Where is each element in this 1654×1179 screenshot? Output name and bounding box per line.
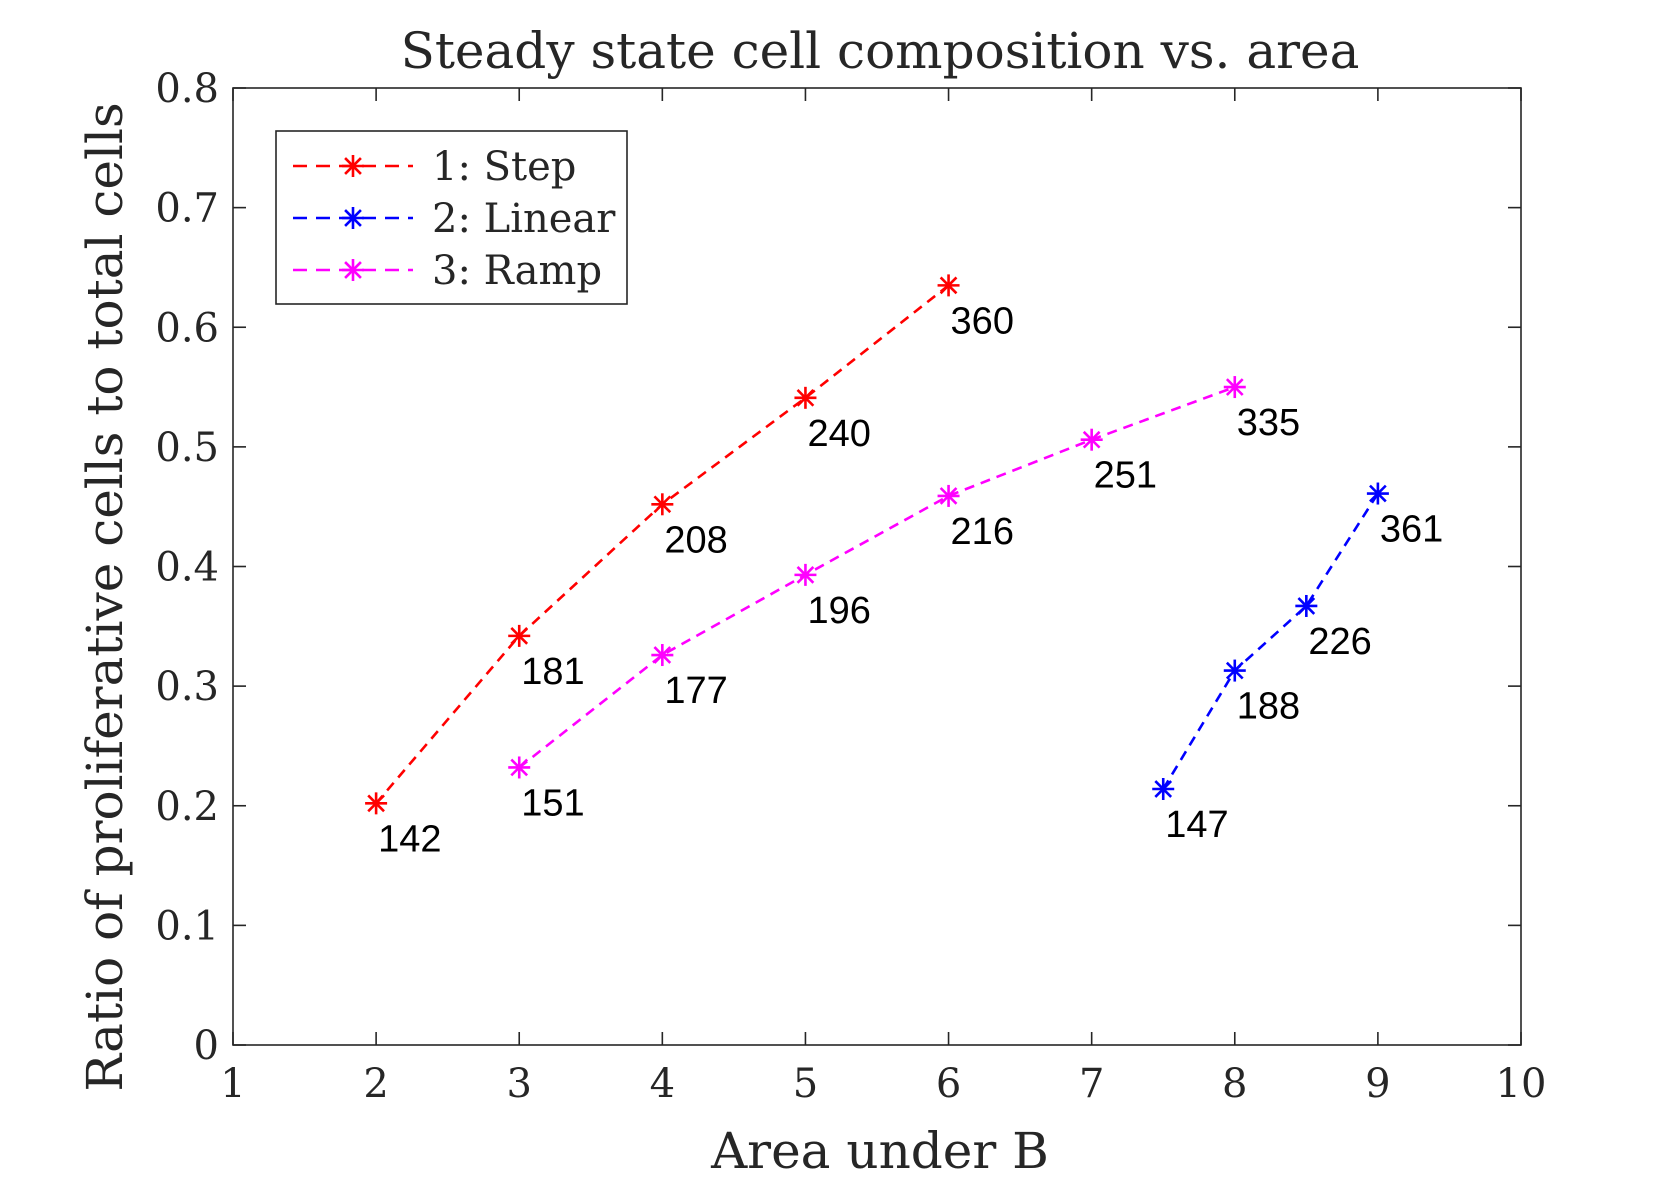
- legend-label: 3: Ramp: [432, 248, 602, 294]
- point-label: 151: [521, 782, 584, 824]
- legend-item: 2: Linear: [293, 196, 616, 242]
- point-label: 216: [951, 511, 1014, 553]
- x-tick-label: 3: [506, 1061, 531, 1107]
- x-tick-label: 2: [363, 1061, 388, 1107]
- x-axis: 1 2 3 4 5 6 7 8 9 10: [220, 88, 1546, 1107]
- series-1: 142 181 208 240 360: [365, 274, 1014, 860]
- legend-item: 1: Step: [293, 144, 576, 190]
- chart-title: Steady state cell composition vs. area: [401, 22, 1360, 80]
- legend-label: 2: Linear: [432, 196, 616, 242]
- point-label: 181: [521, 651, 584, 693]
- point-label: 240: [807, 413, 870, 455]
- x-axis-label: Area under B: [710, 1122, 1049, 1179]
- y-tick-label: 0.2: [155, 784, 219, 830]
- legend-item: 3: Ramp: [293, 248, 602, 294]
- x-tick-label: 6: [936, 1061, 961, 1107]
- data-point: [1080, 428, 1103, 451]
- point-label: 361: [1380, 509, 1443, 551]
- x-tick-label: 8: [1222, 1061, 1247, 1107]
- series-3: 151 177 196 216 251 335: [508, 376, 1300, 824]
- data-point: [651, 644, 674, 667]
- series-line: [1162, 492, 1379, 790]
- data-point: [937, 274, 960, 297]
- data-point: [1223, 376, 1246, 399]
- data-point: [1295, 594, 1318, 617]
- point-label: 177: [664, 670, 727, 712]
- y-tick-label: 0.1: [155, 903, 219, 949]
- data-point: [508, 624, 531, 647]
- data-point: [937, 484, 960, 507]
- y-tick-label: 0.4: [155, 545, 219, 591]
- point-label: 335: [1237, 402, 1300, 444]
- y-axis: 0 0.1 0.2 0.3 0.4 0.5 0.6 0.7 0.8: [155, 66, 1521, 1069]
- data-point: [794, 386, 817, 409]
- x-tick-label: 10: [1496, 1061, 1547, 1107]
- point-label: 196: [807, 590, 870, 632]
- point-label: 226: [1308, 621, 1371, 663]
- y-tick-label: 0.5: [155, 425, 219, 471]
- point-label: 188: [1237, 686, 1300, 728]
- point-label: 142: [378, 818, 441, 860]
- series-line: [518, 385, 1236, 769]
- data-point: [1152, 778, 1175, 801]
- data-point: [794, 563, 817, 586]
- legend-label: 1: Step: [432, 144, 576, 190]
- x-tick-label: 9: [1365, 1061, 1390, 1107]
- point-label: 208: [664, 519, 727, 561]
- point-label: 360: [951, 300, 1014, 342]
- point-label: 251: [1094, 455, 1157, 497]
- point-label: 147: [1165, 804, 1228, 846]
- data-point: [1366, 482, 1389, 505]
- y-tick-label: 0.6: [155, 305, 219, 351]
- data-point: [365, 792, 388, 815]
- legend: 1: Step 2: Linear 3: Ramp: [275, 130, 628, 305]
- legend-box: [275, 130, 628, 305]
- legend-marker: [342, 259, 364, 281]
- y-tick-label: 0.7: [155, 186, 219, 232]
- y-axis-label: Ratio of proliferative cells to total ce…: [76, 102, 134, 1091]
- data-point: [651, 493, 674, 516]
- y-tick-label: 0: [194, 1023, 219, 1069]
- x-tick-label: 1: [220, 1061, 245, 1107]
- y-tick-label: 0.8: [155, 66, 219, 112]
- legend-marker: [342, 155, 364, 177]
- data-point: [1223, 659, 1246, 682]
- x-tick-label: 7: [1079, 1061, 1104, 1107]
- x-tick-label: 4: [650, 1061, 675, 1107]
- y-tick-label: 0.3: [155, 664, 219, 710]
- legend-marker: [342, 207, 364, 229]
- data-point: [508, 756, 531, 779]
- x-tick-label: 5: [793, 1061, 818, 1107]
